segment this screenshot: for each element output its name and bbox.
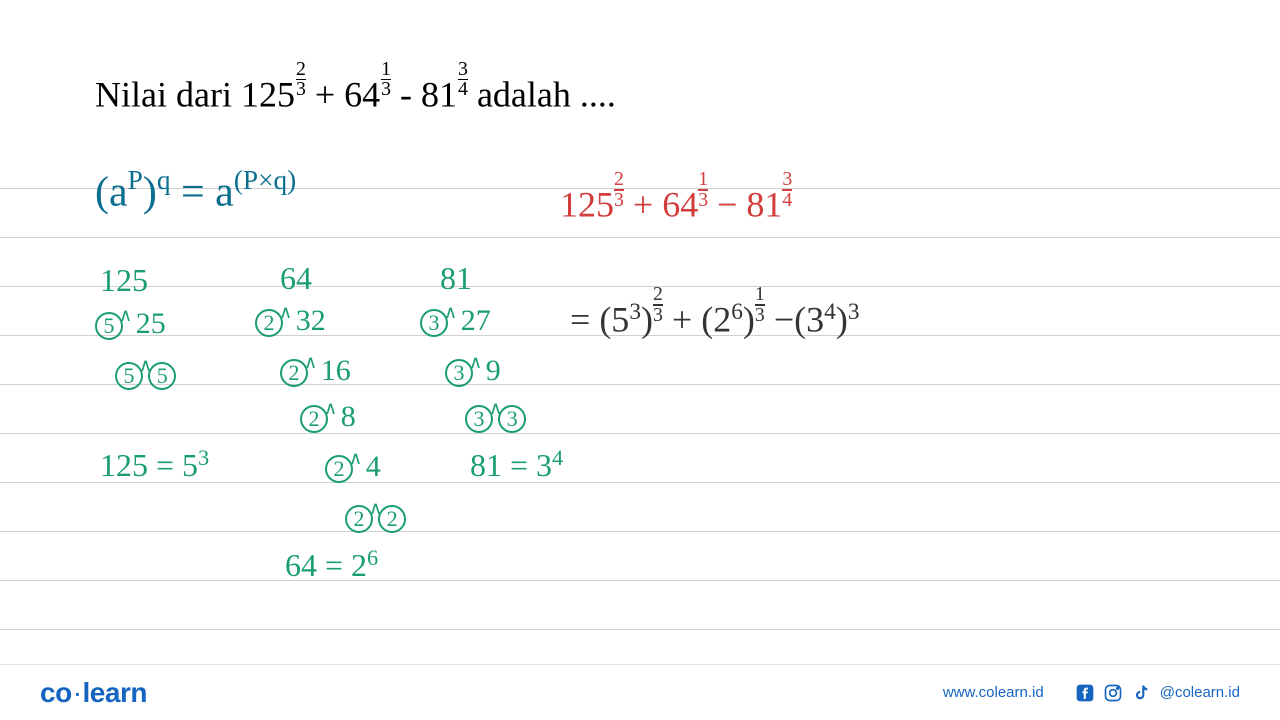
footer-bar: co·learn www.colearn.id @colearn.id	[0, 664, 1280, 720]
tiktok-icon[interactable]	[1130, 682, 1152, 704]
exponent-rule-formula: (aP)q = a(P×q)	[95, 165, 296, 216]
facebook-icon[interactable]	[1074, 682, 1096, 704]
worked-line-2: = (53)23 + (26)13 −(34)3	[570, 285, 860, 341]
factor-tree-125-level3: 5∧5	[115, 355, 176, 391]
instagram-icon[interactable]	[1102, 682, 1124, 704]
factor-tree-81-level2: 3∧ 27	[420, 302, 491, 338]
factor-tree-64-level3: 2∧ 16	[280, 352, 351, 388]
worked-line-1: 12523 + 6413 − 8134	[560, 170, 792, 226]
factor-tree-81-level3: 3∧ 9	[445, 352, 501, 388]
term3-base: 81	[421, 75, 457, 115]
math-question: Nilai dari 12523 + 6413 - 8134 adalah ..…	[95, 60, 616, 116]
factor-tree-64-result: 64 = 26	[285, 545, 378, 584]
term1-base: 125	[241, 75, 295, 115]
colearn-logo: co·learn	[40, 677, 147, 709]
factor-tree-125-result: 125 = 53	[100, 445, 209, 484]
question-suffix: adalah ....	[468, 75, 616, 115]
footer-handle[interactable]: @colearn.id	[1160, 684, 1240, 701]
factor-tree-81-level4: 3∧3	[465, 398, 526, 434]
factor-tree-64-level2: 2∧ 32	[255, 302, 326, 338]
term2-exponent: 13	[381, 60, 391, 99]
question-prefix: Nilai dari	[95, 75, 241, 115]
factor-tree-64-head: 64	[280, 260, 312, 297]
factor-tree-64-level4: 2∧ 8	[300, 398, 356, 434]
term1-exponent: 23	[296, 60, 306, 99]
term3-exponent: 34	[458, 60, 468, 99]
factor-tree-64-level5: 2∧ 4	[325, 448, 381, 484]
footer-url[interactable]: www.colearn.id	[943, 684, 1044, 701]
factor-tree-81-result: 81 = 34	[470, 445, 563, 484]
factor-tree-81-head: 81	[440, 260, 472, 297]
factor-tree-125-level2: 5∧ 25	[95, 305, 166, 341]
factor-tree-125-head: 125	[100, 262, 148, 299]
op-minus: -	[391, 75, 421, 115]
factor-tree-64-level6: 2∧2	[345, 498, 406, 534]
op-plus: +	[306, 75, 344, 115]
term2-base: 64	[344, 75, 380, 115]
